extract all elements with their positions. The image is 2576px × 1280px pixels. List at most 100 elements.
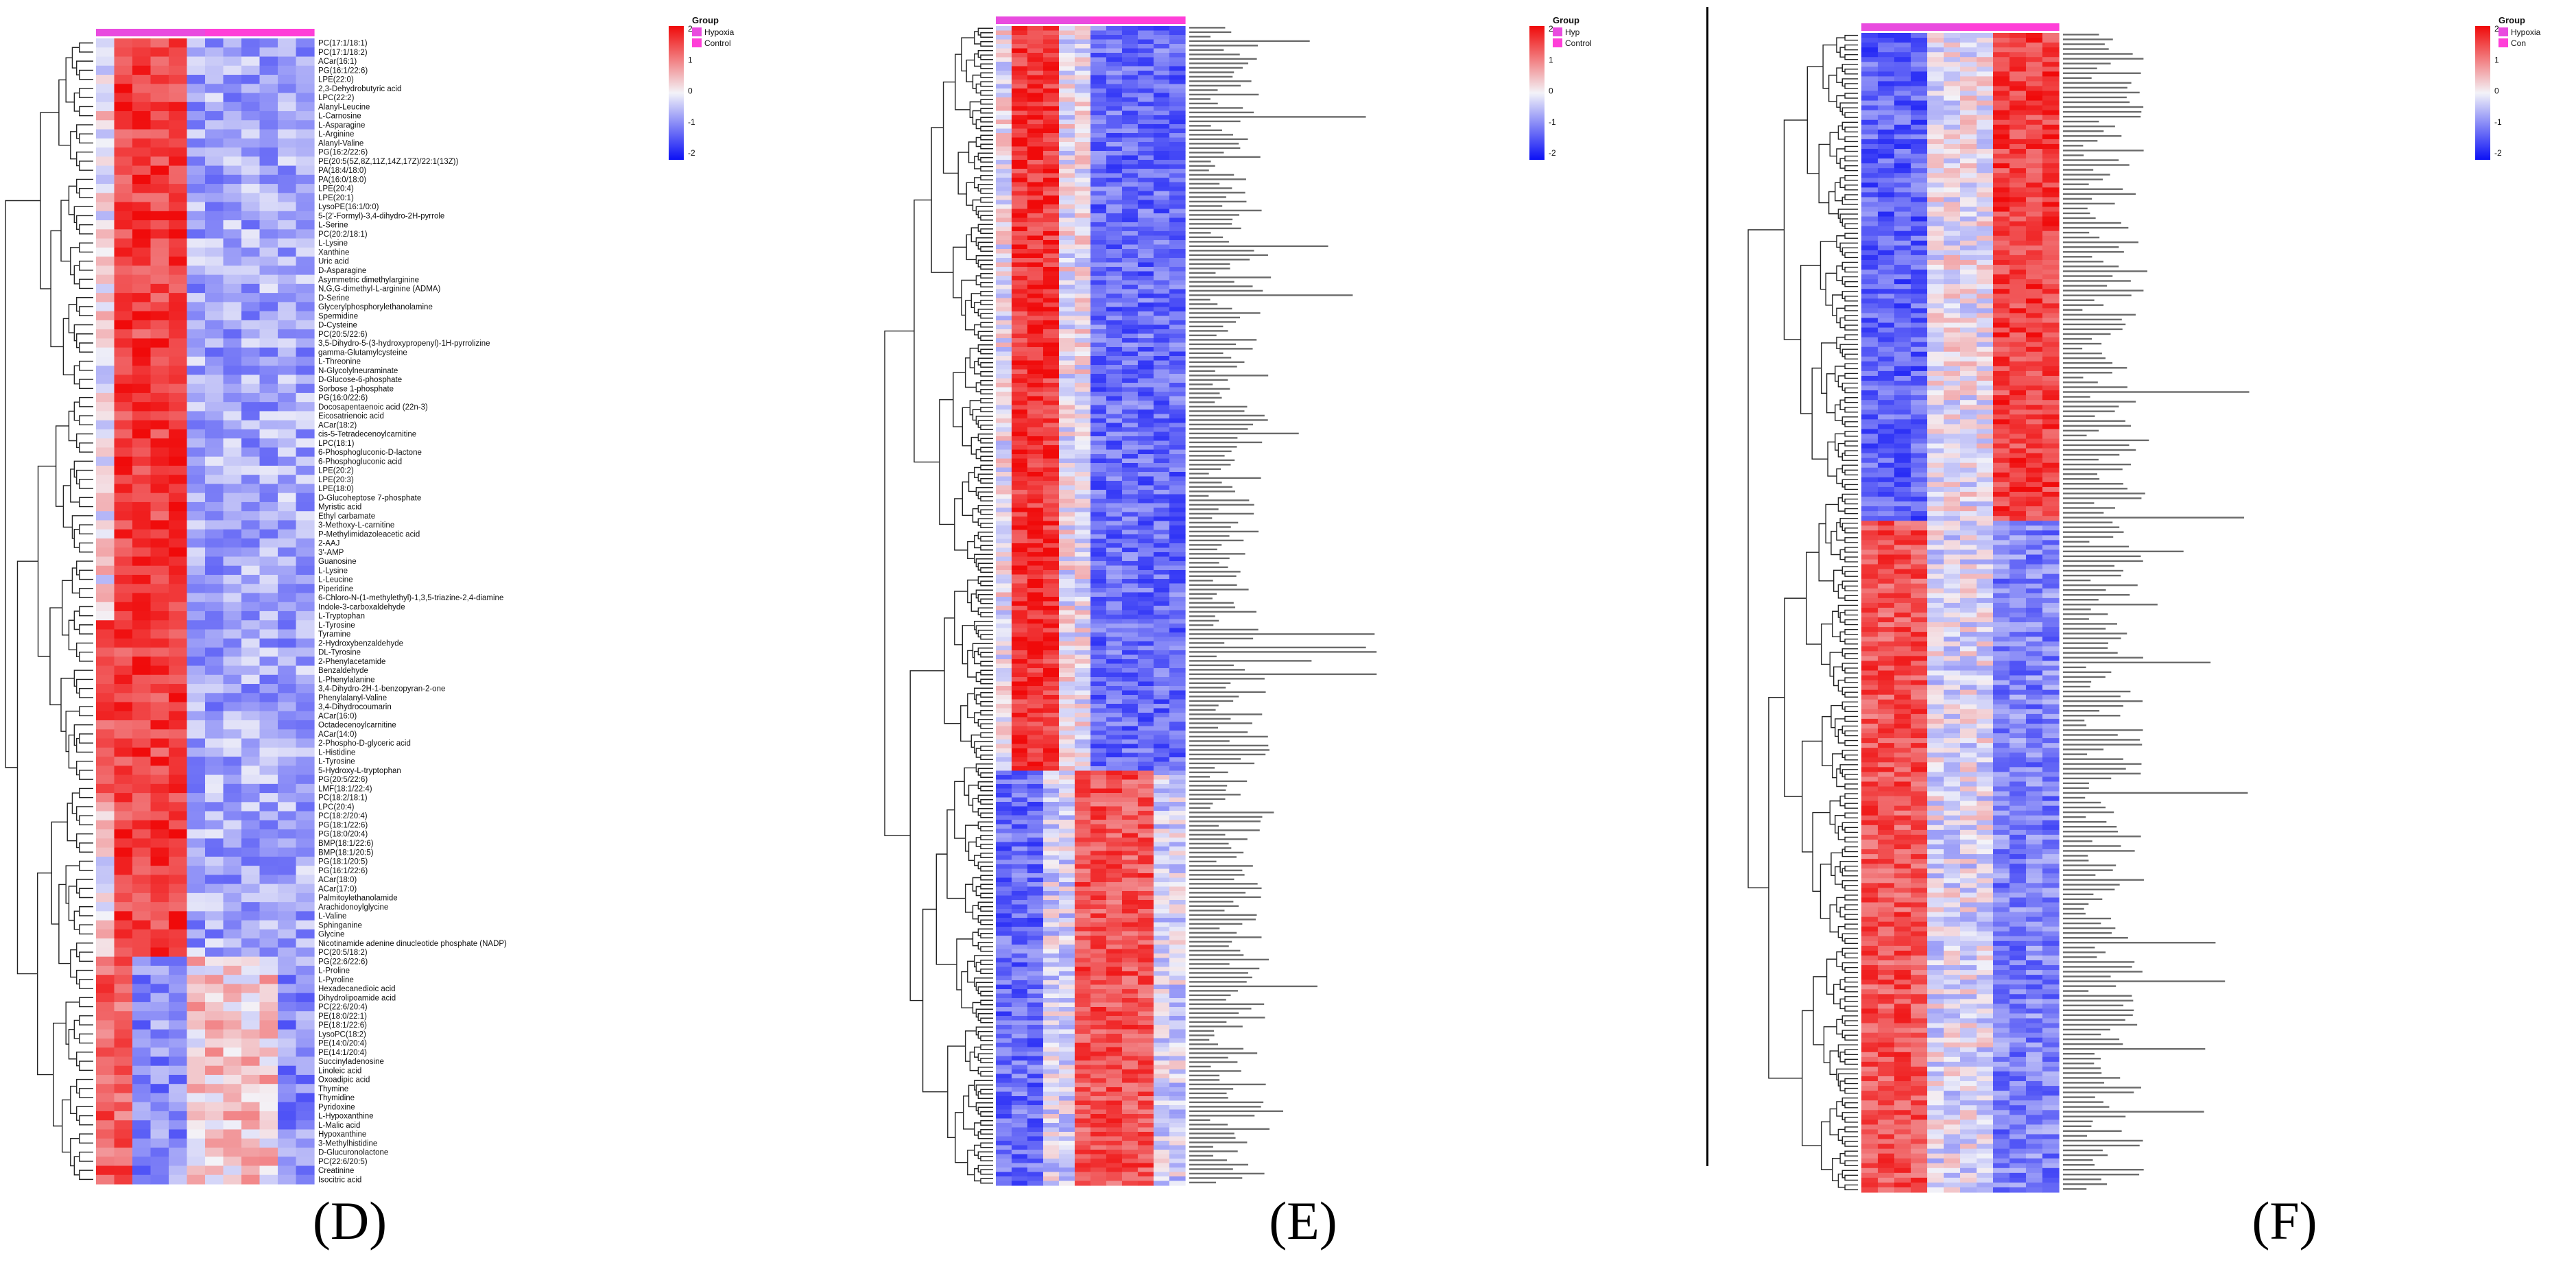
heatmap-cell <box>1154 66 1170 71</box>
heatmap-cell <box>296 811 315 821</box>
heatmap-cell <box>187 501 206 512</box>
heatmap-cell <box>1122 128 1138 134</box>
heatmap-cell <box>1059 971 1075 977</box>
heatmap-cell <box>1154 820 1170 825</box>
heatmap-cell <box>1090 338 1107 344</box>
heatmap-cell <box>1090 1074 1107 1079</box>
heatmap-cell <box>259 947 278 958</box>
heatmap-cell <box>1169 128 1186 134</box>
heatmap-cell <box>1169 97 1186 103</box>
heatmap-cell <box>1154 570 1170 576</box>
heatmap-cell <box>1154 610 1170 615</box>
heatmap-cell <box>114 383 133 394</box>
heatmap-cell <box>1090 253 1107 259</box>
heatmap-cell <box>187 320 206 330</box>
dendrogram-branch <box>972 110 981 125</box>
heatmap-cell <box>259 747 278 757</box>
dendrogram-branch <box>60 200 71 262</box>
heatmap-cell <box>1169 1141 1186 1146</box>
heatmap-cell <box>132 184 152 193</box>
heatmap-cell <box>1059 574 1075 580</box>
heatmap-cell <box>1169 463 1186 469</box>
heatmap-cell <box>1169 980 1186 986</box>
heatmap-cell <box>1090 405 1107 410</box>
heatmap-cell <box>205 375 224 385</box>
heatmap-cell <box>150 1074 169 1085</box>
heatmap-cell <box>259 584 278 594</box>
heatmap-cell <box>996 80 1012 85</box>
row-label: Spermidine <box>318 312 358 320</box>
heatmap-cell <box>1169 169 1186 174</box>
heatmap-cell <box>1059 320 1075 326</box>
heatmap-cell <box>223 193 242 203</box>
heatmap-cell <box>150 702 169 712</box>
heatmap-cell <box>1027 744 1044 749</box>
heatmap-cell <box>114 574 133 584</box>
heatmap-cell <box>1090 1136 1107 1141</box>
heatmap-cell <box>996 133 1012 139</box>
heatmap-cell <box>996 481 1012 486</box>
heatmap-cell <box>1059 449 1075 455</box>
heatmap-cell <box>150 1084 169 1094</box>
heatmap-cell <box>1138 396 1154 401</box>
heatmap-cell <box>1106 552 1123 558</box>
heatmap-cell <box>1075 971 1091 977</box>
heatmap-cell <box>1169 115 1186 121</box>
heatmap-cell <box>1059 512 1075 517</box>
heatmap-cell <box>1075 481 1091 486</box>
heatmap-cell <box>1106 731 1123 736</box>
heatmap-cell <box>296 1065 315 1076</box>
heatmap-cell <box>1027 770 1044 776</box>
heatmap-cell <box>187 257 206 266</box>
heatmap-cell <box>996 1007 1012 1012</box>
heatmap-cell <box>278 493 297 503</box>
heatmap-cell <box>1090 106 1107 112</box>
heatmap-cell <box>1154 494 1170 499</box>
heatmap-cell <box>1090 606 1107 611</box>
heatmap-cell <box>241 892 261 903</box>
heatmap-cell <box>996 405 1012 410</box>
heatmap-cell <box>1138 1043 1154 1048</box>
heatmap-cell <box>996 436 1012 442</box>
heatmap-cell <box>1106 797 1123 803</box>
heatmap-cell <box>1106 106 1123 112</box>
heatmap-cell <box>1075 967 1091 972</box>
heatmap-cell <box>278 338 297 348</box>
heatmap-cell <box>296 1084 315 1094</box>
dendrogram-branch <box>79 860 93 871</box>
heatmap-cell <box>1138 53 1154 58</box>
heatmap-cell <box>296 929 315 939</box>
heatmap-cell <box>96 793 115 803</box>
heatmap-cell <box>1059 472 1075 477</box>
heatmap-cell <box>1106 200 1123 205</box>
heatmap-cell <box>187 193 206 203</box>
heatmap-cell <box>1059 294 1075 299</box>
heatmap-cell <box>1043 133 1060 139</box>
heatmap-cell <box>114 738 133 748</box>
heatmap-cell <box>996 1020 1012 1026</box>
heatmap-cell <box>1090 80 1107 85</box>
heatmap-cell <box>1090 806 1107 811</box>
heatmap-cell <box>1169 927 1186 932</box>
heatmap-cell <box>1138 374 1154 379</box>
heatmap-cell <box>1075 178 1091 183</box>
heatmap-cell <box>1154 383 1170 388</box>
heatmap-cell <box>1169 534 1186 540</box>
heatmap-cell <box>1043 838 1060 843</box>
heatmap-cell <box>1106 458 1123 464</box>
heatmap-cell <box>1154 851 1170 856</box>
heatmap-cell <box>1106 695 1123 700</box>
heatmap-cell <box>241 747 261 757</box>
heatmap-cell <box>1090 142 1107 147</box>
heatmap-cell <box>132 793 152 803</box>
heatmap-cell <box>1138 744 1154 749</box>
heatmap-cell <box>1154 213 1170 219</box>
heatmap-cell <box>1012 160 1028 165</box>
heatmap-cell <box>96 138 115 148</box>
heatmap-cell <box>205 875 224 885</box>
heatmap-cell <box>1027 989 1044 995</box>
heatmap-cell <box>1122 48 1138 54</box>
heatmap-cell <box>114 165 133 176</box>
heatmap-cell <box>1075 1065 1091 1070</box>
